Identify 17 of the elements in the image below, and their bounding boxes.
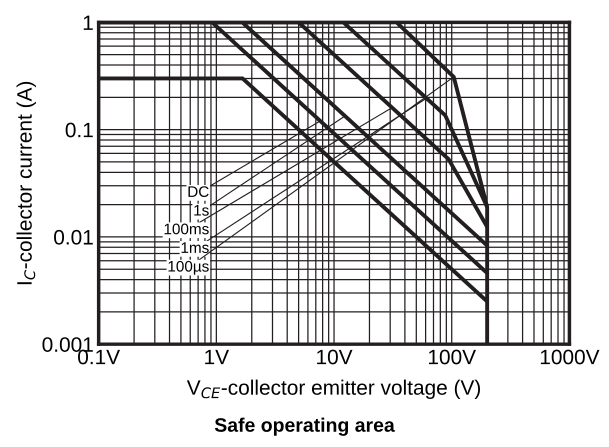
x-tick-label: 10V xyxy=(317,350,352,364)
x-tick-label: 1V xyxy=(205,350,229,364)
y-tick-label: 0.001 xyxy=(42,337,93,352)
annotation: 1ms xyxy=(182,242,209,254)
y-tick-label: 1 xyxy=(84,16,93,30)
x-tick-label: 100V xyxy=(428,350,476,364)
text: Safe operating area xyxy=(214,418,395,436)
y-axis-title: I$_{C}$-collector current (A) xyxy=(16,82,36,284)
y-tick-label: 0.1 xyxy=(66,122,93,138)
annotation: 1s xyxy=(194,205,209,216)
x-tick-label: 1000V xyxy=(540,350,600,364)
x-tick-label: 0.1V xyxy=(78,350,120,364)
annotation: 100µs xyxy=(168,260,209,275)
annotation: DC xyxy=(188,186,209,198)
y-tick-label: 0.01 xyxy=(54,230,93,245)
annotation: 100ms xyxy=(164,224,209,234)
x-axis-title: V$_{CE}$-collector emitter voltage (V) xyxy=(186,380,480,400)
